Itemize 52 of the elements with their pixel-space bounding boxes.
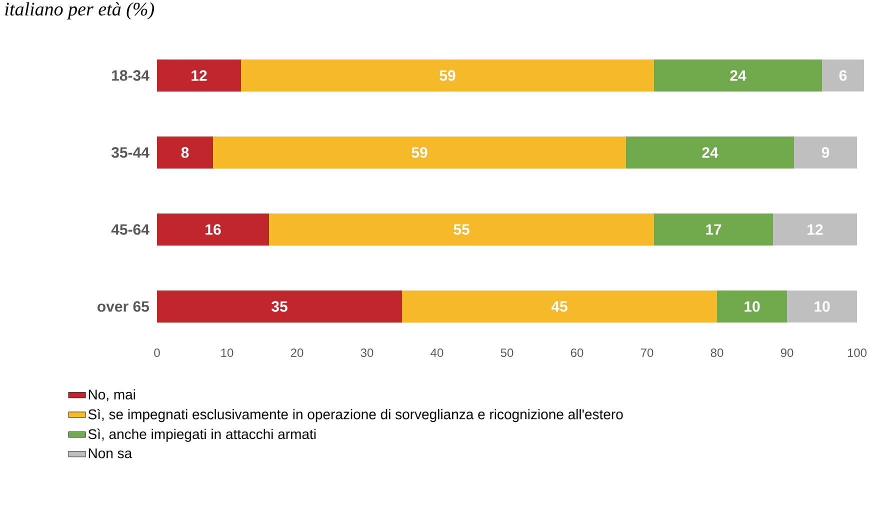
data-label: 55 <box>454 224 470 235</box>
y-tick-label: 35-44 <box>111 147 150 158</box>
bar <box>157 290 402 322</box>
bar <box>794 136 857 168</box>
bar <box>822 60 864 92</box>
data-label: 12 <box>192 70 207 81</box>
bar <box>626 136 794 168</box>
bar <box>654 213 773 246</box>
data-label: 59 <box>440 70 456 81</box>
x-tick-label: 0 <box>154 348 160 358</box>
data-label: 24 <box>702 147 718 158</box>
x-tick-label: 50 <box>500 348 514 358</box>
x-tick-label: 100 <box>848 348 867 358</box>
bar <box>402 290 717 322</box>
data-label: 8 <box>181 147 189 158</box>
data-label: 24 <box>730 70 746 81</box>
y-tick-label: 45-64 <box>111 224 150 235</box>
data-label: 10 <box>814 301 830 312</box>
data-label: 59 <box>412 147 428 158</box>
legend-label: No, mai <box>88 389 136 402</box>
bar <box>773 213 857 246</box>
legend-label: Non sa <box>88 448 132 458</box>
bar <box>269 213 654 246</box>
y-tick-label: 18-34 <box>112 70 150 81</box>
x-tick-label: 80 <box>710 348 724 358</box>
bar <box>213 136 626 168</box>
bar <box>157 136 214 168</box>
data-label: 16 <box>206 224 221 235</box>
x-tick-label: 20 <box>290 348 304 358</box>
x-tick-label: 30 <box>360 348 374 358</box>
x-tick-label: 90 <box>780 348 794 358</box>
bar <box>157 213 270 246</box>
bar <box>717 290 787 322</box>
chart-title: italiano per età (%) <box>5 2 154 20</box>
data-label: 17 <box>706 224 722 235</box>
data-label: 12 <box>808 224 823 235</box>
data-label: 6 <box>839 70 847 81</box>
x-tick-label: 70 <box>640 348 654 358</box>
bar <box>241 60 654 92</box>
x-tick-label: 60 <box>570 348 584 358</box>
bar <box>654 60 822 92</box>
data-label: 10 <box>744 301 760 312</box>
data-label: 45 <box>551 301 568 312</box>
x-tick-label: 40 <box>430 348 444 358</box>
data-label: 9 <box>822 147 830 158</box>
x-tick-label: 10 <box>221 348 234 358</box>
legend-label: Sì, anche impiegati in attacchi armati <box>88 428 316 442</box>
data-label: 35 <box>272 301 288 312</box>
legend-label: Sì, se impegnati esclusivamente in operazione di sorveglianza e ricognizione all'estero <box>88 408 623 422</box>
y-tick-label: over 65 <box>98 301 150 312</box>
bar <box>787 290 857 322</box>
bar <box>157 60 242 92</box>
